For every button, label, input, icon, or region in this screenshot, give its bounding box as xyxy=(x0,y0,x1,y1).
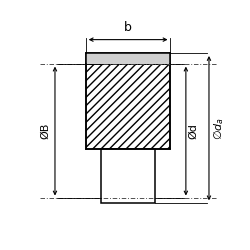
Text: b: b xyxy=(124,21,132,34)
Text: $\emptyset d_a$: $\emptyset d_a$ xyxy=(212,117,226,140)
Bar xyxy=(86,53,170,149)
Bar xyxy=(86,53,170,64)
Text: Ød: Ød xyxy=(188,123,198,139)
Bar xyxy=(101,149,155,203)
Text: ØB: ØB xyxy=(40,123,50,139)
Bar xyxy=(86,64,170,149)
